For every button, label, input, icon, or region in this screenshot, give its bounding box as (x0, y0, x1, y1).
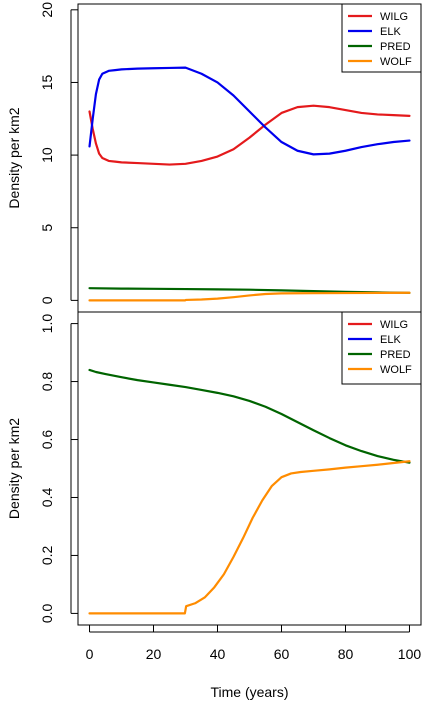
x-tick-label: 60 (274, 646, 290, 662)
legend-label-elk: ELK (380, 26, 401, 38)
y-tick-label: 0.0 (39, 603, 55, 623)
y-tick-label: 1.0 (39, 314, 55, 334)
y-axis-title: Density per km2 (6, 107, 22, 208)
legend-label-pred: PRED (380, 349, 411, 361)
y-tick-label: 5 (39, 224, 55, 232)
y-tick-label: 10 (39, 147, 55, 163)
x-axis-title: Time (years) (210, 684, 288, 700)
y-tick-label: 0.8 (39, 372, 55, 392)
legend: WILG ELK PRED WOLF (341, 311, 422, 385)
y-tick-label: 0.4 (39, 488, 55, 508)
x-tick-label: 20 (146, 646, 162, 662)
x-tick-label: 0 (86, 646, 94, 662)
legend-label-wolf: WOLF (380, 364, 412, 376)
plot-frame (77, 311, 422, 626)
x-tick-label: 40 (210, 646, 226, 662)
y-tick-label: 0.6 (39, 430, 55, 450)
legend-label-wilg: WILG (380, 319, 408, 331)
x-tick-label: 100 (398, 646, 422, 662)
legend-label-elk: ELK (380, 334, 401, 346)
y-tick-label: 0.2 (39, 546, 55, 566)
y-tick-label: 20 (39, 2, 55, 18)
series-line-wilg (88, 104, 411, 166)
legend-label-wilg: WILG (380, 11, 408, 23)
series-line-wolf (88, 291, 411, 302)
series-line-elk (88, 66, 411, 156)
y-axis-title: Density per km2 (6, 418, 22, 519)
legend-label-wolf: WOLF (380, 56, 412, 68)
y-tick-label: 15 (39, 74, 55, 90)
series-line-pred (88, 368, 411, 464)
chart-panel-1: 0 5 10 15 20 Density per km2 WILG ELK PRED WOLF (6, 2, 422, 313)
x-tick-label: 80 (338, 646, 354, 662)
series-line-wolf (88, 460, 411, 615)
chart-panel-2: 0.0 0.2 0.4 0.6 0.8 1.0 0 20 40 60 80 100 Density pe… (6, 311, 422, 700)
y-tick-label: 0 (39, 296, 55, 304)
legend-label-pred: PRED (380, 41, 411, 53)
legend: WILG ELK PRED WOLF (341, 3, 422, 73)
